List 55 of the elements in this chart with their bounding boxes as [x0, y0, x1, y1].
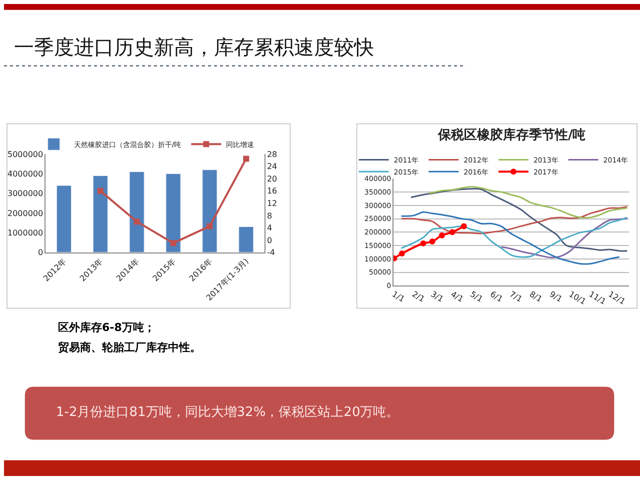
x-tick-label: 7/1 [508, 290, 524, 304]
x-tick-label: 4/1 [449, 290, 465, 304]
y2-tick-label: -4 [266, 248, 275, 258]
y-tick-label: 2000000 [7, 208, 44, 218]
y2-tick-label: 24 [266, 162, 278, 172]
text: 1-2月份进口81万吨，同比大增32%，保税区站上20万吨。 [56, 405, 400, 420]
x-tick-label: 3/1 [429, 290, 445, 304]
x-tick-label: 5/1 [468, 290, 484, 304]
y2-tick-label: 4 [266, 224, 272, 233]
line-series [500, 218, 628, 258]
line-series [410, 188, 628, 252]
line-series [428, 186, 628, 219]
point [97, 188, 104, 194]
chart-title: 保税区橡胶库存季节性/吨 [437, 127, 586, 143]
point [429, 238, 436, 245]
y-tick-label: 1000000 [7, 228, 44, 238]
line-series [400, 216, 628, 258]
bar [166, 174, 181, 252]
x-tick-label: 2/1 [410, 290, 426, 304]
bar [92, 175, 108, 252]
y-tick-label: 4000000 [7, 170, 44, 179]
y-tick-label: 0 [38, 248, 44, 258]
y2-tick-label: 8 [266, 211, 272, 220]
x-tick-label: 10/1 [567, 290, 588, 306]
x-tick-label: 1/1 [390, 290, 406, 304]
point [134, 218, 140, 225]
point [438, 232, 445, 238]
x-tick-label: 12/1 [606, 290, 627, 306]
y2-tick-label: 16 [266, 186, 278, 196]
y-tick-label: 5000000 [7, 150, 44, 159]
x-tick-label: 9/1 [548, 290, 564, 304]
x-tick-label: 11/1 [587, 290, 608, 306]
point [170, 240, 176, 246]
bar [202, 170, 218, 252]
bar [129, 172, 144, 252]
y2-tick-label: 20 [266, 174, 278, 184]
point [460, 223, 467, 230]
bar [56, 185, 72, 252]
y2-tick-label: 12 [266, 198, 278, 208]
bar [238, 226, 254, 252]
y-tick-label: 3000000 [7, 189, 44, 198]
line-series [400, 206, 628, 234]
line-series [400, 211, 620, 265]
y2-tick-label: 28 [266, 150, 278, 159]
y2-tick-label: 0 [266, 236, 272, 245]
point [206, 223, 213, 230]
x-tick-label: 6/1 [488, 290, 504, 304]
point [243, 156, 250, 162]
text: 贸易商、轮胎工厂库存中性。 [58, 341, 201, 354]
text: 区外库存6-8万吨； [58, 321, 155, 334]
text: 一季度进口历史新高，库存累积速度较快 [14, 35, 374, 59]
point [420, 240, 426, 246]
x-tick-label: 8/1 [528, 290, 544, 304]
point [449, 229, 456, 236]
point [398, 250, 405, 257]
